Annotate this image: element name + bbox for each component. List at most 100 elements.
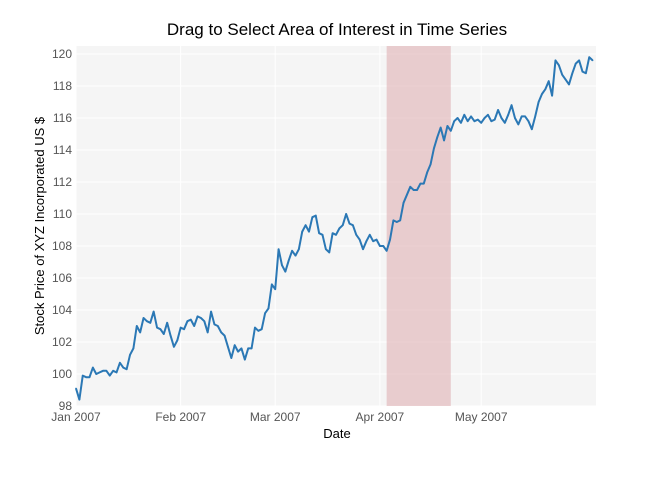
data-point [112, 370, 114, 372]
data-point [554, 59, 557, 62]
y-tick-label: 118 [53, 79, 72, 93]
y-tick-label: 114 [53, 143, 72, 157]
data-point [287, 259, 290, 262]
data-point [439, 126, 442, 129]
y-tick-label: 102 [52, 335, 72, 349]
data-point [196, 315, 199, 318]
data-point [220, 331, 222, 334]
data-point [233, 344, 236, 347]
data-point [119, 362, 121, 364]
data-point [213, 323, 216, 326]
x-tick-label: Feb 2007 [155, 410, 206, 424]
data-point [98, 371, 101, 374]
data-point [436, 136, 439, 138]
data-point [520, 115, 523, 118]
data-point [122, 366, 125, 369]
data-point [453, 120, 455, 122]
data-point [558, 64, 560, 66]
x-tick-label: Mar 2007 [250, 410, 301, 424]
data-point [328, 251, 331, 254]
data-point [524, 115, 526, 118]
data-point [571, 72, 574, 74]
data-point [159, 328, 162, 331]
data-point [426, 171, 428, 174]
data-point [308, 230, 310, 233]
data-point [294, 254, 297, 257]
data-point [135, 325, 138, 327]
data-point [267, 307, 270, 310]
data-point [247, 347, 250, 350]
data-point [375, 238, 378, 241]
data-point [362, 248, 364, 250]
data-point [568, 83, 570, 86]
data-point [493, 118, 496, 121]
data-point [504, 122, 506, 124]
data-point [406, 194, 408, 196]
data-point [88, 376, 91, 379]
data-point [591, 59, 594, 62]
y-tick-label: 106 [52, 271, 72, 285]
data-point [446, 125, 449, 127]
data-point [217, 325, 219, 327]
data-point [206, 331, 209, 334]
data-point [142, 317, 145, 319]
data-point [179, 326, 182, 329]
data-point [318, 232, 320, 234]
data-point [169, 334, 172, 337]
data-point [466, 120, 469, 122]
data-point [382, 245, 385, 247]
data-point [193, 325, 195, 327]
data-point [132, 347, 135, 350]
data-point [284, 270, 287, 273]
data-point [585, 72, 587, 74]
data-point [183, 328, 185, 331]
data-point [152, 310, 155, 313]
data-point [385, 250, 388, 252]
data-point [564, 78, 567, 81]
data-point [389, 238, 391, 241]
data-point [395, 221, 398, 223]
data-point [173, 346, 175, 348]
plot-area[interactable] [76, 46, 596, 406]
data-point [125, 368, 128, 371]
data-point [277, 248, 280, 250]
data-point [429, 163, 432, 166]
y-tick-label: 108 [52, 239, 72, 253]
y-tick-label: 98 [59, 399, 73, 413]
data-point [129, 354, 131, 356]
data-point [95, 373, 98, 375]
data-point [574, 62, 577, 65]
data-point [78, 398, 81, 401]
data-point [507, 114, 510, 116]
data-point [92, 366, 94, 369]
y-tick-label: 104 [52, 303, 72, 317]
chart-title: Drag to Select Area of Interest in Time … [167, 20, 507, 39]
data-point [321, 234, 324, 236]
data-point [470, 115, 472, 118]
data-point [534, 115, 537, 118]
data-point [581, 70, 584, 73]
data-point [531, 128, 533, 130]
data-point [500, 117, 503, 119]
data-point [544, 88, 547, 90]
data-point [443, 139, 445, 142]
data-point [510, 104, 513, 106]
data-point [260, 328, 263, 331]
x-axis-label: Date [323, 426, 350, 441]
data-point [105, 370, 108, 372]
data-point [409, 186, 412, 188]
data-point [578, 59, 580, 62]
data-point [102, 370, 104, 372]
data-point [527, 120, 530, 122]
data-point [352, 224, 354, 226]
selection-region[interactable] [386, 46, 451, 406]
data-point [477, 118, 479, 121]
data-point [399, 219, 401, 222]
data-point [210, 310, 212, 313]
y-tick-label: 116 [53, 111, 72, 125]
x-tick-label: May 2007 [455, 410, 508, 424]
data-point [490, 120, 493, 122]
data-point [81, 374, 84, 377]
